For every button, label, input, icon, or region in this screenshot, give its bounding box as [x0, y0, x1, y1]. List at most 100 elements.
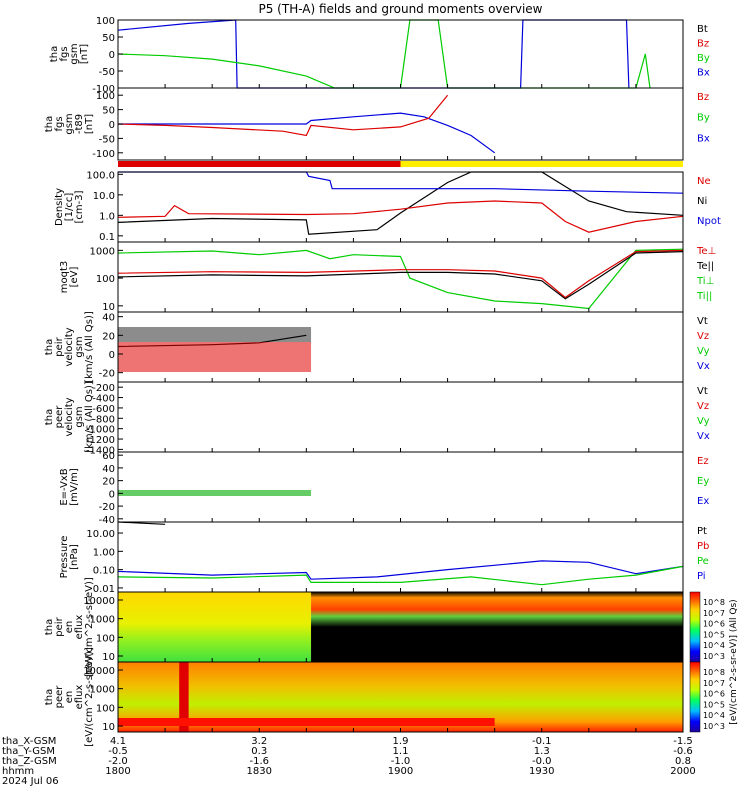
- y-tick-label: -20: [99, 502, 115, 513]
- legend-entry: Vt: [697, 316, 708, 327]
- y-tick-label: 0.01: [93, 584, 115, 595]
- y-tick-label: -1200: [86, 435, 115, 446]
- legend-entry: Vz: [697, 331, 709, 342]
- y-axis-label-line: tha: [44, 689, 55, 705]
- colorbar-tick-label: 10^6: [703, 620, 725, 629]
- y-tick-label: 100.0: [86, 170, 115, 181]
- y-tick-label: 40: [102, 313, 115, 324]
- y-tick-label: -1400: [86, 445, 115, 456]
- colorbar-tick-label: 10^4: [703, 641, 725, 650]
- y-tick-label: -600: [92, 404, 115, 415]
- series-line-by: [117, 19, 651, 89]
- legend-entry: Te||: [696, 261, 714, 272]
- y-tick-label: 50: [102, 33, 115, 44]
- time-axis-value: 0.3: [251, 746, 267, 757]
- y-axis-label-line: eflux: [74, 685, 85, 710]
- y-tick-label: 1.0: [99, 211, 115, 222]
- y-tick-label: 0.10: [93, 566, 115, 577]
- colorbar: [689, 661, 701, 733]
- time-axis-value: -0.1: [532, 736, 552, 747]
- y-tick-label: 10.00: [86, 529, 115, 540]
- time-axis-value: -1.5: [673, 736, 693, 747]
- legend-entry: Vz: [697, 401, 709, 412]
- y-axis-label: tha fgs gsm -t89 [nT]: [44, 113, 95, 134]
- y-tick-label: -40: [99, 515, 115, 526]
- y-tick-label: 1.00: [93, 547, 115, 558]
- y-tick-label: 100: [96, 633, 115, 644]
- y-tick-label: 40: [102, 464, 115, 475]
- y-tick-label: 0: [109, 50, 115, 61]
- series-line-bx: [117, 19, 630, 89]
- y-axis-label-line: peir: [54, 336, 65, 356]
- series-line-te: [117, 251, 684, 300]
- peir-velocity-noise: [118, 342, 312, 372]
- y-axis-label-line: Pressure: [59, 536, 70, 579]
- y-axis-label-line: -t89: [74, 114, 85, 134]
- time-axis-value: 1.9: [393, 736, 409, 747]
- y-axis-label-line: tha: [49, 46, 60, 62]
- time-axis-row-label: tha_X-GSM: [2, 736, 56, 747]
- y-axis-label-line: [nPa]: [69, 544, 80, 570]
- y-axis-label-line: [eV]: [69, 267, 80, 288]
- time-axis-value: 1.1: [393, 746, 409, 757]
- time-axis-value: 1.3: [534, 746, 550, 757]
- legend-entry: Bt: [697, 24, 708, 35]
- time-axis-row-label: hhmm: [2, 766, 34, 777]
- peer-spectrogram-band: [179, 662, 189, 732]
- y-tick-label: 0: [109, 120, 115, 131]
- y-axis-label-line: [eV/(cm^2-s-sr-eV)]: [84, 577, 95, 677]
- colorbar-tick-label: 10^8: [703, 668, 725, 677]
- legend-entry: Vx: [697, 431, 710, 442]
- legend-entry: Bx: [697, 133, 710, 144]
- legend-entry: Ti⊥: [696, 276, 714, 287]
- panel-frame: [117, 381, 684, 453]
- colorbar-label-text: [eV/(cm^2-s-sr-eV)] (All Qs): [729, 599, 739, 724]
- colorbar-tick-label: 10^3: [703, 652, 725, 661]
- y-axis-label-line: en: [64, 691, 75, 704]
- y-axis-label-line: peir: [54, 616, 65, 636]
- legend-entry: By: [697, 53, 710, 64]
- y-tick-label: 10.0: [93, 191, 115, 202]
- y-axis-label: tha peer en eflux [eV/(cm^2-s-sr-eV)]: [44, 647, 95, 747]
- y-tick-label: 50: [102, 106, 115, 117]
- y-axis-label: tha peir en eflux [eV/(cm^2-s-sr-eV)]: [44, 577, 95, 677]
- y-tick-label: -1000: [86, 425, 115, 436]
- y-tick-label: 0: [109, 350, 115, 361]
- y-axis-label-line: gsm: [74, 336, 85, 357]
- legend-entry: Bx: [697, 68, 710, 79]
- y-axis-label-line: peer: [54, 685, 65, 709]
- colorbar-tick-label: 10^5: [703, 630, 725, 639]
- y-tick-label: -800: [92, 414, 115, 425]
- y-axis-label: E=-VxB [mV/m]: [59, 468, 80, 506]
- panel-frame: [117, 521, 684, 593]
- y-axis-label-line: tha: [44, 339, 55, 355]
- colorbar: [689, 591, 701, 663]
- legend-entry: Ex: [697, 496, 709, 507]
- y-tick-label: 10: [102, 722, 115, 733]
- colorbar-tick-label: 10^6: [703, 690, 725, 699]
- legend-entry: Ni: [697, 196, 707, 207]
- time-axis-value: 3.2: [251, 736, 267, 747]
- legend-entry: Ti||: [696, 291, 712, 302]
- series-line-pi: [117, 560, 684, 580]
- mode-bar-segment: [400, 161, 683, 167]
- y-tick-label: 20: [102, 477, 115, 488]
- colorbar-tick-label: 10^5: [703, 700, 725, 709]
- y-tick-label: 0: [109, 489, 115, 500]
- time-axis-value: -0.5: [108, 746, 128, 757]
- y-axis-label: Pressure [nPa]: [59, 536, 80, 579]
- legend-entry: Vy: [697, 416, 710, 427]
- y-tick-label: 10: [102, 302, 115, 313]
- colorbar-tick-label: 10^7: [703, 679, 725, 688]
- y-axis-label-line: [nT]: [84, 114, 95, 134]
- colorbar-tick-label: 10^8: [703, 598, 725, 607]
- efield-noise: [118, 490, 312, 496]
- y-axis-label-line: eflux: [74, 615, 85, 640]
- y-tick-label: 1000: [90, 615, 115, 626]
- time-axis-row-label: tha_Y-GSM: [2, 746, 55, 757]
- y-tick-label: 100: [96, 16, 115, 27]
- y-tick-label: -50: [99, 134, 115, 145]
- time-axis-value: 2000: [670, 766, 695, 777]
- legend-entry: Bz: [697, 39, 709, 50]
